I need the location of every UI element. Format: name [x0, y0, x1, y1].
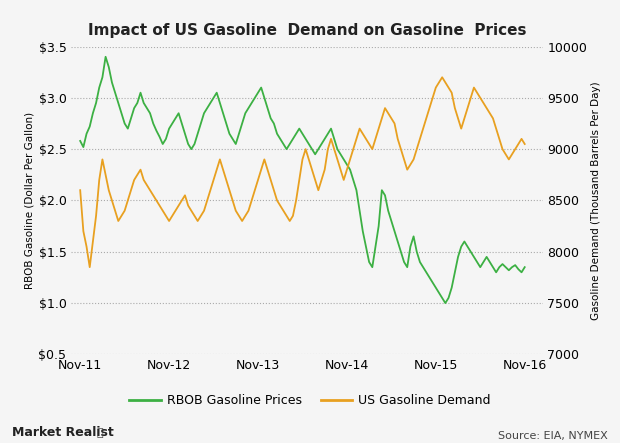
Y-axis label: RBOB Gasoline (Dollar Per Gallon): RBOB Gasoline (Dollar Per Gallon) [24, 112, 34, 289]
Y-axis label: Gasoline Demand (Thousand Barrels Per Day): Gasoline Demand (Thousand Barrels Per Da… [591, 81, 601, 320]
Legend: RBOB Gasoline Prices, US Gasoline Demand: RBOB Gasoline Prices, US Gasoline Demand [125, 389, 495, 412]
Text: Market Realist: Market Realist [12, 426, 114, 439]
Text: Source: EIA, NYMEX: Source: EIA, NYMEX [498, 431, 608, 441]
Title: Impact of US Gasoline  Demand on Gasoline  Prices: Impact of US Gasoline Demand on Gasoline… [87, 23, 526, 39]
Text: Ⓠ: Ⓠ [96, 427, 103, 438]
